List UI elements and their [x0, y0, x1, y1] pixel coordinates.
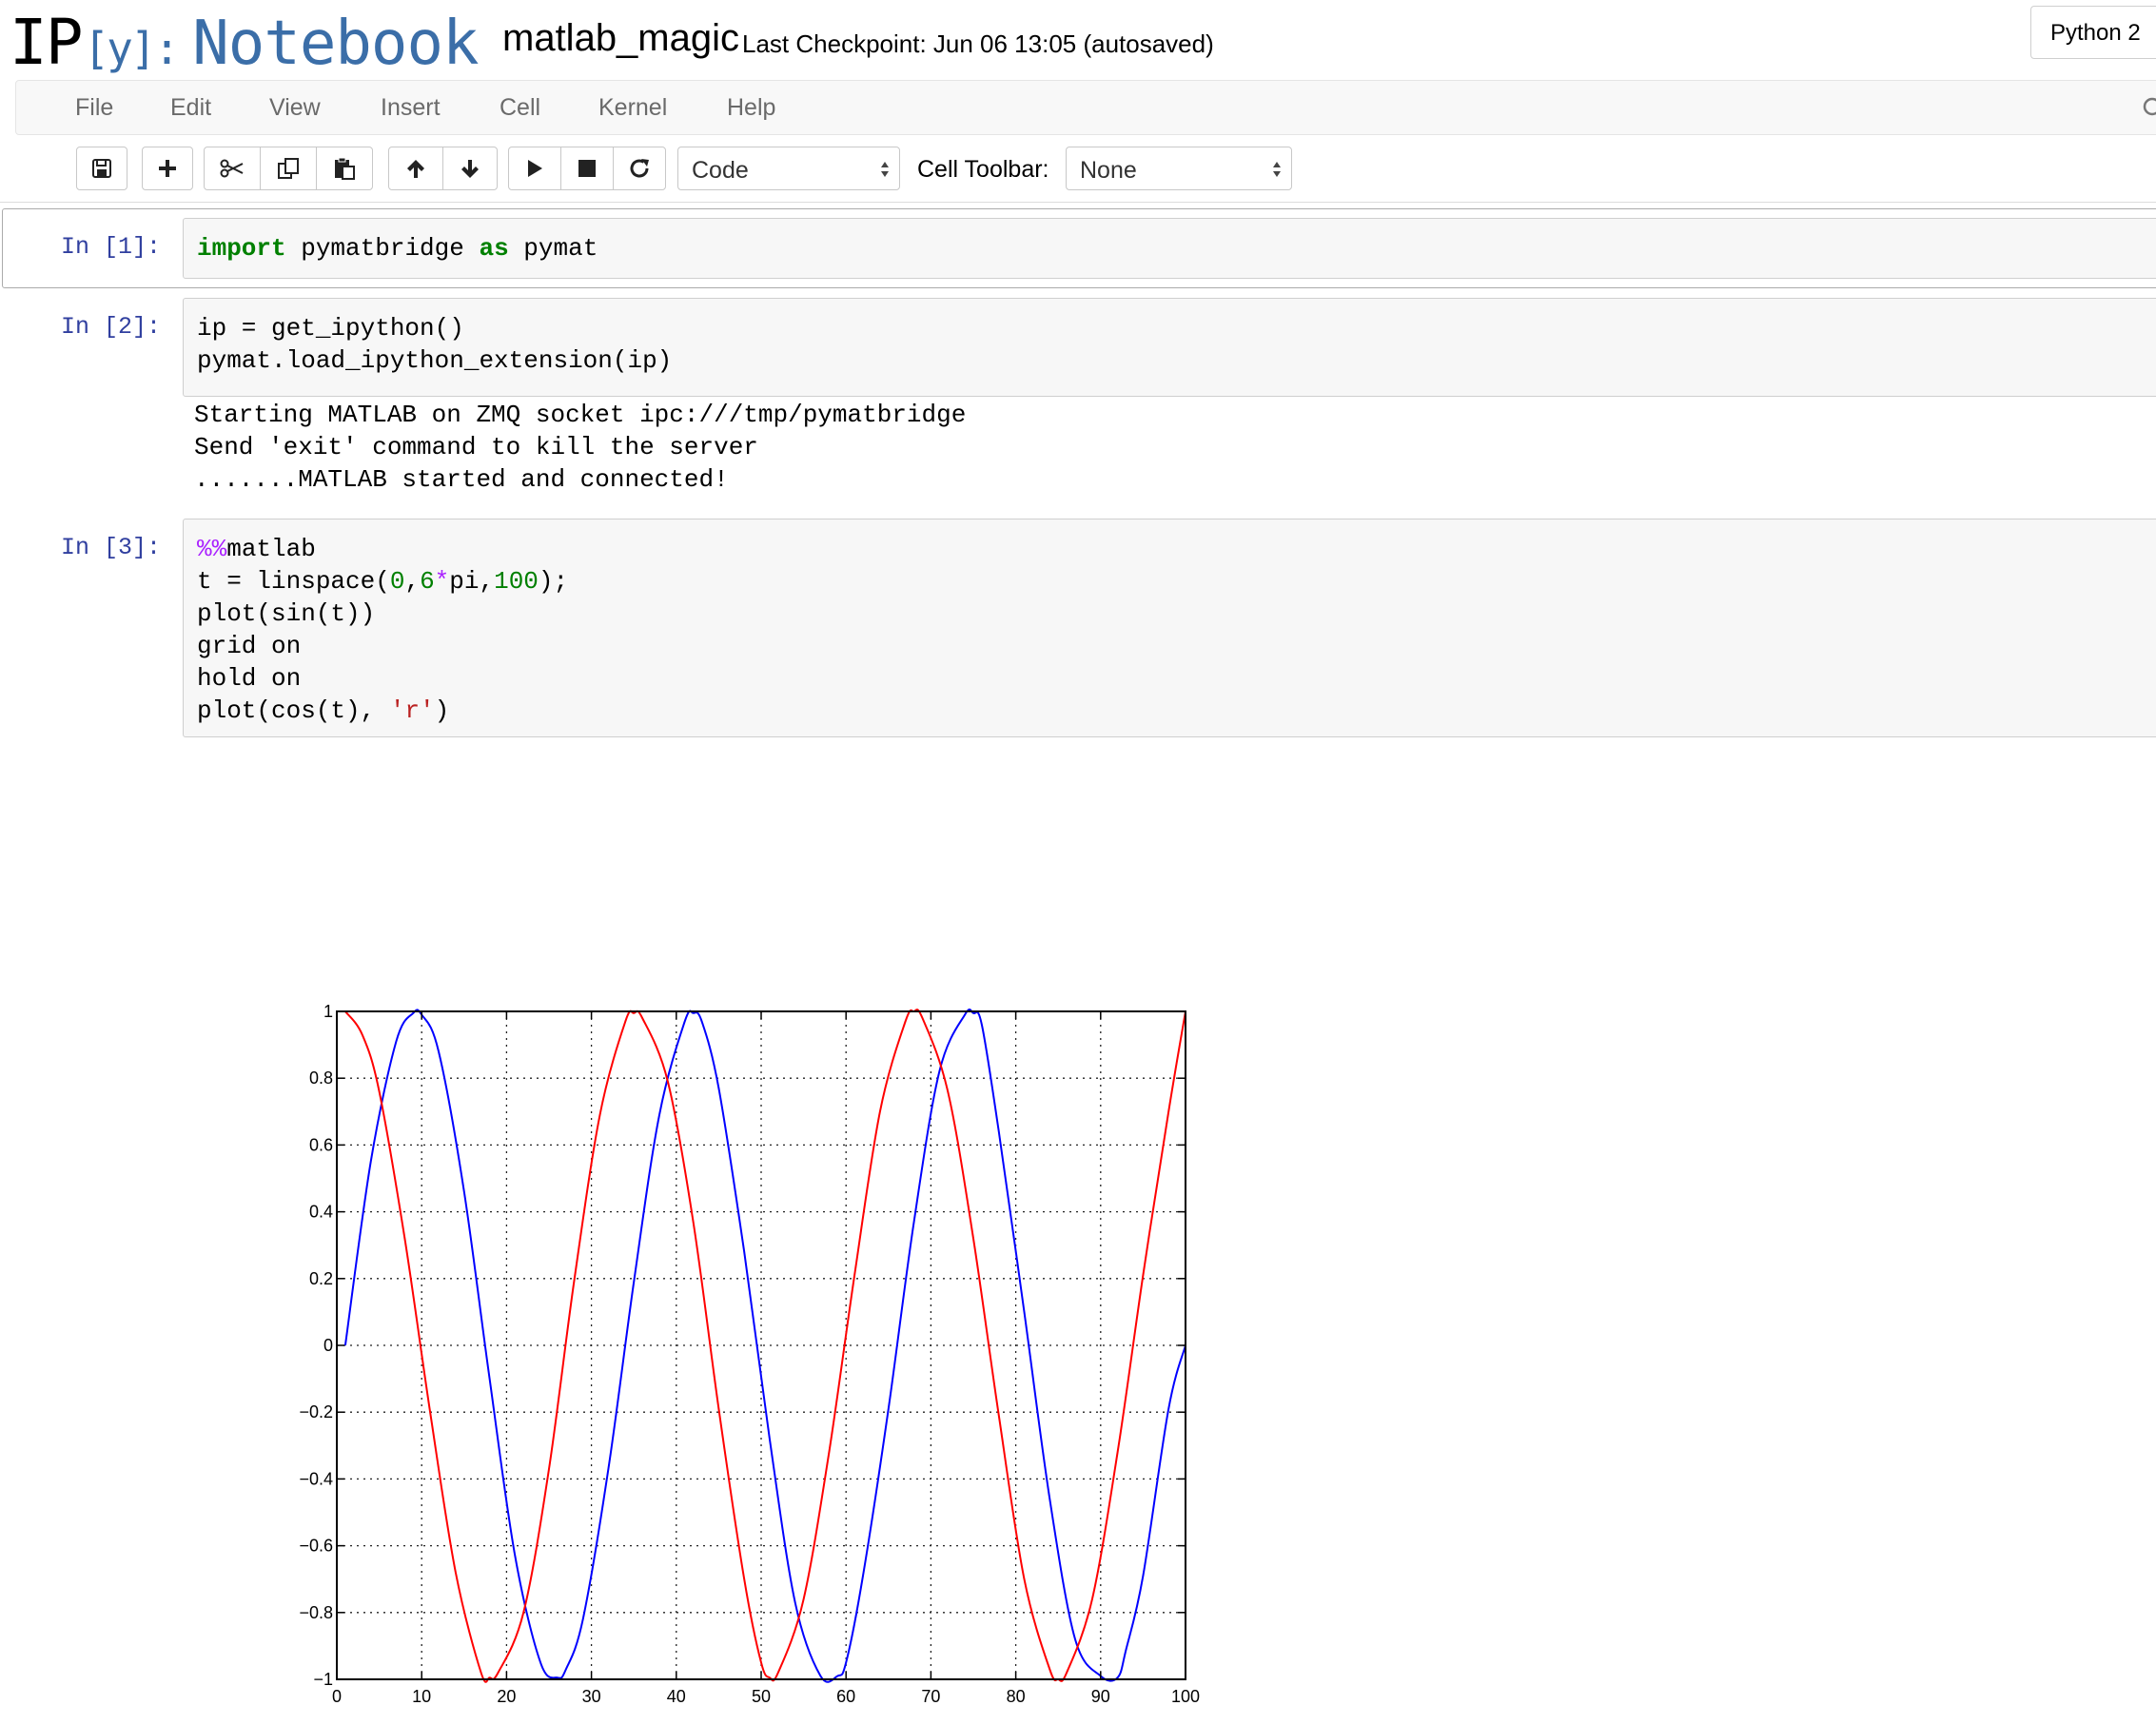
- paste-icon: [335, 157, 355, 180]
- x-tick-label: 100: [1171, 1687, 1200, 1706]
- insert-group: [142, 147, 193, 190]
- cell-type-select[interactable]: Code: [677, 147, 900, 190]
- save-button[interactable]: [76, 147, 127, 190]
- logo-y: [y]:: [83, 23, 180, 74]
- stop-icon: [578, 160, 596, 177]
- menu-file[interactable]: File: [75, 94, 114, 121]
- x-tick-label: 10: [412, 1687, 431, 1706]
- kernel-selector-button[interactable]: Python 2: [2030, 6, 2156, 59]
- menu-insert[interactable]: Insert: [381, 94, 441, 121]
- x-tick-label: 70: [921, 1687, 940, 1706]
- y-tick-label: 0: [323, 1336, 333, 1355]
- arrow-up-icon: [407, 160, 424, 178]
- cell-1-input[interactable]: import pymatbridge as pymat: [183, 218, 2156, 279]
- cell-3-code-line: plot(sin(t)): [197, 599, 376, 628]
- select-updown-icon: [881, 162, 889, 177]
- restart-kernel-button[interactable]: [613, 147, 666, 190]
- save-group: [76, 147, 127, 190]
- menubar: File Edit View Insert Cell Kernel Help: [15, 80, 2156, 135]
- y-tick-label: 0.2: [309, 1269, 333, 1288]
- y-tick-label: −0.2: [299, 1402, 333, 1421]
- cell-3-code-line: plot(cos(t), 'r'): [197, 696, 450, 725]
- x-tick-label: 90: [1091, 1687, 1110, 1706]
- search-icon[interactable]: [2142, 96, 2156, 121]
- x-tick-label: 20: [497, 1687, 516, 1706]
- cell-1-code-line: import pymatbridge as pymat: [197, 234, 598, 263]
- select-updown-icon: [1273, 162, 1281, 177]
- interrupt-kernel-button[interactable]: [560, 147, 614, 190]
- sine-series-line: [343, 1009, 1186, 1683]
- cell-3-code-line: %%matlab: [197, 535, 316, 563]
- cell-3-prompt: In [3]:: [61, 534, 162, 561]
- matlab-plot: 0 10 20 30 40 50 60 70 80 90 100 1 0.8 0.6 0.4 0.2 0 −0.2…: [299, 1002, 1200, 1706]
- y-tick-label: 0.4: [309, 1203, 333, 1222]
- logo-notebook: Notebook: [192, 9, 479, 79]
- toolbar: Code Cell Toolbar: None: [0, 143, 2156, 196]
- x-tick-label: 50: [752, 1687, 771, 1706]
- y-tick-label: 1: [323, 1002, 333, 1021]
- plus-icon: [159, 160, 176, 177]
- code-cell-selected[interactable]: [2, 208, 2156, 288]
- clipboard-group: [204, 147, 373, 190]
- x-tick-label: 40: [667, 1687, 686, 1706]
- cell-3-code-line: grid on: [197, 632, 302, 660]
- y-tick-label: 0.8: [309, 1068, 333, 1088]
- run-cell-button[interactable]: [508, 147, 561, 190]
- cell-2-input[interactable]: ip = get_ipython() pymat.load_ipython_ex…: [183, 298, 2156, 397]
- cell-2-prompt: In [2]:: [61, 313, 162, 341]
- menu-help[interactable]: Help: [727, 94, 776, 121]
- move-down-button[interactable]: [442, 147, 498, 190]
- x-tick-label: 80: [1007, 1687, 1026, 1706]
- y-tick-label: −0.6: [299, 1537, 333, 1556]
- checkpoint-status: Last Checkpoint: Jun 06 13:05 (autosaved…: [742, 29, 1214, 58]
- x-tick-label: 60: [836, 1687, 855, 1706]
- menu-cell[interactable]: Cell: [500, 94, 541, 121]
- save-icon: [92, 159, 111, 178]
- paste-button[interactable]: [316, 147, 373, 190]
- menu-view[interactable]: View: [269, 94, 321, 121]
- header: IP [y]: Notebook matlab_magic Last Check…: [0, 0, 2156, 80]
- move-group: [388, 147, 498, 190]
- y-tick-label: −0.8: [299, 1603, 333, 1622]
- arrow-down-icon: [461, 160, 479, 178]
- y-tick-label: −0.4: [299, 1469, 333, 1488]
- y-tick-label: −1: [313, 1670, 333, 1689]
- cell-2-code-line: ip = get_ipython(): [197, 314, 464, 343]
- kernel-name: Python 2: [2050, 20, 2141, 46]
- cell-toolbar-label: Cell Toolbar:: [917, 156, 1049, 183]
- cell-type-value: Code: [692, 157, 749, 184]
- cell-2-output-line: Starting MATLAB on ZMQ socket ipc:///tmp…: [194, 401, 967, 429]
- play-icon: [528, 160, 542, 177]
- logo-ip: IP: [10, 6, 83, 79]
- cell-toolbar-select[interactable]: None: [1066, 147, 1292, 190]
- cell-3-code-line: t = linspace(0,6*pi,100);: [197, 567, 569, 596]
- move-up-button[interactable]: [388, 147, 443, 190]
- notebook-container: In [1]: import pymatbridge as pymat In […: [0, 202, 2156, 1706]
- cell-3-code-line: hold on: [197, 664, 302, 693]
- cut-icon: [220, 159, 244, 178]
- x-tick-label: 30: [582, 1687, 601, 1706]
- restart-icon: [630, 159, 649, 178]
- cell-2-output-line: Send 'exit' command to kill the server: [194, 433, 758, 461]
- x-tick-label: 0: [332, 1687, 342, 1706]
- copy-icon: [278, 158, 299, 179]
- cell-toolbar-value: None: [1080, 157, 1137, 184]
- cut-button[interactable]: [204, 147, 261, 190]
- insert-cell-button[interactable]: [142, 147, 193, 190]
- cell-1-prompt: In [1]:: [61, 233, 162, 261]
- notebook-name[interactable]: matlab_magic: [502, 17, 740, 59]
- copy-button[interactable]: [260, 147, 317, 190]
- menu-kernel[interactable]: Kernel: [598, 94, 668, 121]
- menu-edit[interactable]: Edit: [170, 94, 212, 121]
- cell-3-input[interactable]: %%matlab t = linspace(0,6*pi,100); plot(…: [183, 519, 2156, 737]
- cell-2-code-line: pymat.load_ipython_extension(ip): [197, 346, 673, 375]
- cell-2-output-line: .......MATLAB started and connected!: [194, 465, 729, 494]
- y-tick-label: 0.6: [309, 1135, 333, 1154]
- run-group: [508, 147, 666, 190]
- ipython-logo[interactable]: IP [y]: Notebook: [10, 6, 480, 79]
